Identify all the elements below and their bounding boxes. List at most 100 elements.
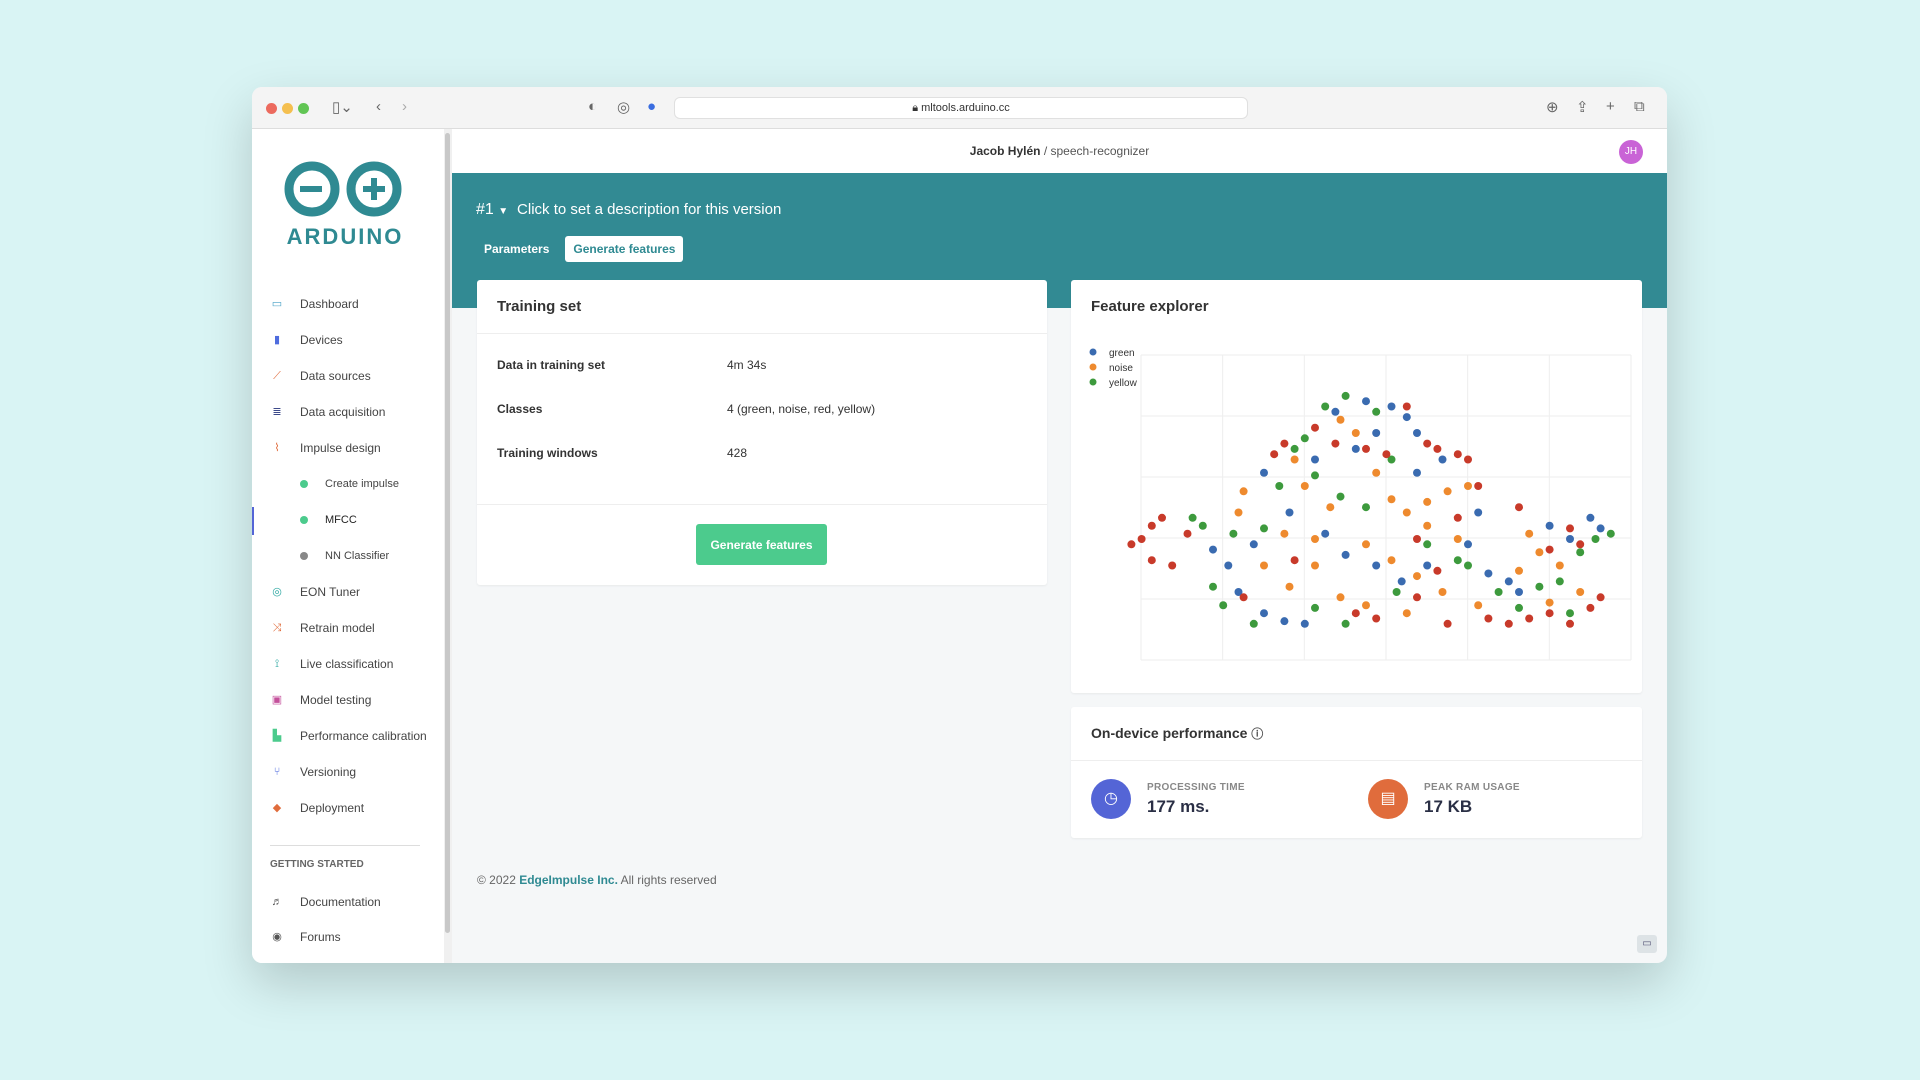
sidebar-item-live-classification[interactable]: ⟟ Live classification — [270, 657, 393, 671]
point-noise[interactable] — [1525, 529, 1534, 538]
sidebar-item-retrain-model[interactable]: ⤨ Retrain model — [270, 621, 375, 635]
point-yellow[interactable] — [1290, 556, 1299, 565]
point-green2[interactable] — [1606, 529, 1615, 538]
point-green2[interactable] — [1423, 540, 1432, 549]
point-green[interactable] — [1260, 609, 1268, 618]
minimize-button[interactable] — [282, 103, 293, 114]
point-green[interactable] — [1397, 577, 1406, 586]
point-noise[interactable] — [1443, 487, 1452, 496]
point-yellow[interactable] — [1311, 423, 1319, 432]
point-green[interactable] — [1402, 413, 1411, 422]
point-yellow[interactable] — [1525, 614, 1534, 623]
shield-icon[interactable]: ◐ — [588, 98, 598, 115]
sidebar-subitem-nn-classifier[interactable]: NN Classifier — [300, 550, 389, 562]
point-green[interactable] — [1438, 455, 1447, 464]
point-green2[interactable] — [1260, 524, 1268, 533]
point-green2[interactable] — [1387, 455, 1396, 464]
share-icon[interactable]: ⇪ — [1576, 99, 1589, 116]
chevron-down-icon[interactable]: ▼ — [498, 206, 509, 217]
point-green2[interactable] — [1300, 434, 1309, 443]
legend-label[interactable]: yellow — [1109, 378, 1138, 389]
point-green[interactable] — [1311, 455, 1319, 464]
address-bar[interactable]: 🔒︎ mltools.arduino.cc — [674, 97, 1248, 119]
point-noise[interactable] — [1260, 561, 1268, 570]
point-noise[interactable] — [1326, 503, 1335, 512]
sidebar-subitem-mfcc[interactable]: MFCC — [300, 514, 357, 526]
point-noise[interactable] — [1362, 601, 1370, 610]
point-yellow[interactable] — [1158, 513, 1166, 522]
point-yellow[interactable] — [1576, 540, 1585, 549]
point-noise[interactable] — [1423, 497, 1432, 506]
point-yellow[interactable] — [1413, 593, 1421, 602]
point-noise[interactable] — [1311, 561, 1319, 570]
point-yellow[interactable] — [1147, 521, 1156, 530]
sidebar-item-dashboard[interactable]: ▭ Dashboard — [270, 297, 359, 311]
point-noise[interactable] — [1280, 529, 1289, 538]
point-yellow[interactable] — [1280, 439, 1289, 448]
point-green2[interactable] — [1321, 402, 1330, 411]
point-yellow[interactable] — [1362, 444, 1370, 453]
legend-label[interactable]: green — [1109, 348, 1135, 359]
point-noise[interactable] — [1515, 566, 1523, 575]
point-yellow[interactable] — [1433, 444, 1442, 453]
sidebar-item-deployment[interactable]: ◆ Deployment — [270, 801, 364, 815]
point-green2[interactable] — [1275, 482, 1284, 490]
sidebar-item-forums[interactable]: ◉ Forums — [270, 930, 340, 944]
point-green2[interactable] — [1336, 492, 1345, 501]
point-yellow[interactable] — [1484, 614, 1493, 623]
point-green[interactable] — [1300, 619, 1309, 628]
point-green[interactable] — [1234, 588, 1243, 596]
sidebar-item-impulse-design[interactable]: ⌇ Impulse design — [270, 441, 380, 455]
point-yellow[interactable] — [1433, 566, 1442, 575]
point-green2[interactable] — [1311, 603, 1319, 612]
point-yellow[interactable] — [1382, 450, 1391, 459]
point-noise[interactable] — [1290, 455, 1299, 464]
point-green2[interactable] — [1535, 582, 1544, 591]
point-green[interactable] — [1586, 513, 1595, 522]
maximize-button[interactable] — [298, 103, 309, 114]
point-noise[interactable] — [1402, 508, 1411, 517]
help-icon[interactable]: ⓘ — [1251, 727, 1264, 741]
point-noise[interactable] — [1311, 535, 1319, 543]
point-green2[interactable] — [1453, 556, 1462, 565]
point-green2[interactable] — [1341, 391, 1350, 400]
point-green[interactable] — [1464, 540, 1472, 549]
point-yellow[interactable] — [1566, 619, 1574, 628]
generate-features-button[interactable]: Generate features — [696, 524, 827, 565]
point-green[interactable] — [1260, 468, 1268, 477]
point-yellow[interactable] — [1168, 561, 1177, 570]
feature-explorer-chart[interactable]: green noise yellow — [1071, 340, 1642, 680]
point-green[interactable] — [1596, 524, 1605, 533]
point-noise[interactable] — [1351, 429, 1360, 437]
point-green2[interactable] — [1362, 503, 1370, 512]
point-yellow[interactable] — [1566, 524, 1574, 533]
point-yellow[interactable] — [1515, 503, 1523, 512]
point-noise[interactable] — [1423, 521, 1432, 530]
point-yellow[interactable] — [1596, 593, 1605, 602]
point-yellow[interactable] — [1239, 593, 1248, 602]
point-green[interactable] — [1515, 588, 1523, 596]
point-green[interactable] — [1285, 508, 1294, 517]
point-green[interactable] — [1209, 545, 1217, 554]
sidebar-item-eon-tuner[interactable]: ◎ EON Tuner — [270, 585, 360, 599]
point-green[interactable] — [1474, 508, 1483, 517]
sidebar-item-performance-calibration[interactable]: ▙ Performance calibration — [270, 729, 427, 743]
point-green[interactable] — [1566, 535, 1574, 543]
point-green[interactable] — [1351, 444, 1360, 453]
point-green2[interactable] — [1566, 609, 1574, 618]
point-noise[interactable] — [1474, 601, 1483, 610]
company-link[interactable]: EdgeImpulse Inc. — [519, 873, 618, 887]
point-noise[interactable] — [1372, 468, 1381, 477]
point-yellow[interactable] — [1147, 556, 1156, 565]
point-green[interactable] — [1372, 561, 1381, 570]
point-noise[interactable] — [1535, 548, 1544, 557]
point-green[interactable] — [1504, 577, 1513, 586]
point-yellow[interactable] — [1453, 450, 1462, 459]
extension-icon[interactable]: ◎ — [617, 99, 631, 116]
point-green[interactable] — [1224, 561, 1233, 570]
point-yellow[interactable] — [1372, 614, 1381, 623]
download-icon[interactable]: ⊕ — [1546, 99, 1559, 116]
sidebar-item-data-acquisition[interactable]: ≣ Data acquisition — [270, 405, 385, 419]
point-green[interactable] — [1484, 569, 1493, 578]
point-yellow[interactable] — [1443, 619, 1452, 628]
